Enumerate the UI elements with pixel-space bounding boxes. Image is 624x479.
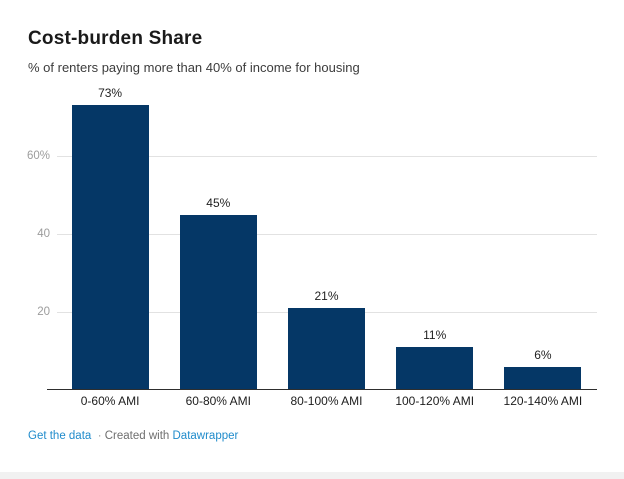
bar-value-label: 21%	[314, 289, 339, 304]
bar	[179, 214, 257, 390]
category-label: 120-140% AMI	[503, 394, 583, 408]
datawrapper-link[interactable]: Datawrapper	[172, 430, 239, 442]
bar-chart: 20 40 60% 73% 45% 21% 11% 6% 0-60% AMI 60-80% AMI…	[0, 86, 624, 420]
category-label: 0-60% AMI	[80, 394, 140, 408]
bottom-border-strip	[0, 472, 624, 479]
chart-subtitle: % of renters paying more than 40% of inc…	[28, 60, 360, 75]
bar	[504, 366, 582, 390]
bar	[71, 105, 149, 390]
footer-created-with: Created with	[104, 430, 170, 442]
y-tick-label: 40	[37, 228, 50, 240]
bar-value-label: 6%	[534, 347, 552, 362]
bar-value-label: 11%	[423, 328, 447, 343]
bar-value-label: 45%	[206, 195, 231, 210]
category-label: 100-120% AMI	[395, 394, 475, 408]
category-label: 60-80% AMI	[185, 394, 251, 408]
y-tick-label: 60%	[26, 150, 50, 162]
bar	[396, 347, 474, 390]
bar-value-label: 73%	[98, 86, 123, 101]
y-grid-line	[57, 156, 597, 157]
get-the-data-link[interactable]: Get the data	[28, 430, 92, 442]
footer-separator-dot: ·	[97, 430, 102, 442]
y-grid-line	[57, 234, 597, 235]
bar	[288, 308, 365, 390]
y-tick-label: 20	[37, 306, 50, 318]
x-axis-baseline	[47, 389, 597, 390]
chart-footer: Get the data · Created with Datawrapper	[28, 429, 238, 443]
chart-title: Cost-burden Share	[28, 28, 203, 49]
category-label: 80-100% AMI	[290, 394, 363, 408]
